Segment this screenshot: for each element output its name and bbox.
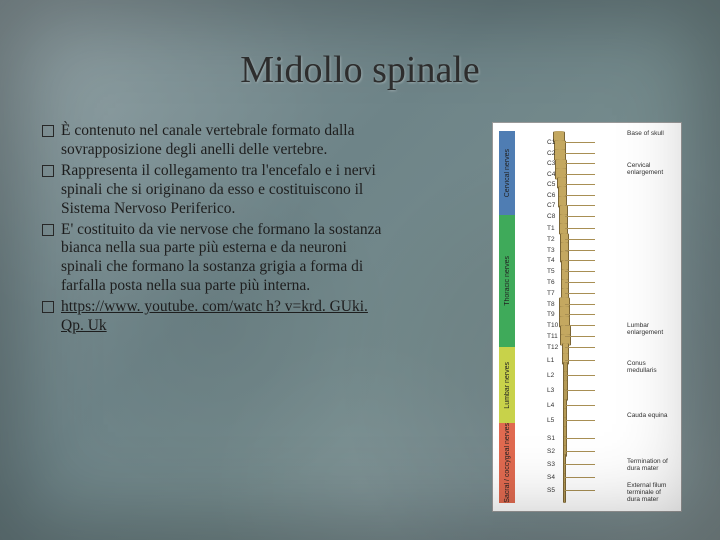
nerve-line <box>565 216 595 217</box>
region-bar: Sacral / coccygeal nerves <box>499 423 515 503</box>
nerve-line <box>565 250 595 251</box>
square-bullet-icon <box>42 224 54 236</box>
vertebra-label: L2 <box>547 372 554 379</box>
nerve-line <box>565 438 595 439</box>
list-item: Rappresenta il collegamento tra l'encefa… <box>42 162 382 219</box>
vertebra-label: L1 <box>547 357 554 364</box>
nerve-line <box>565 153 595 154</box>
vertebra-label: S2 <box>547 448 555 455</box>
region-label: Sacral / coccygeal nerves <box>504 423 511 503</box>
vertebra-label: T10 <box>547 322 558 329</box>
nerve-line <box>565 360 595 361</box>
region-label: Thoracic nerves <box>504 256 511 306</box>
nerve-line <box>565 293 595 294</box>
vertebra-label: L3 <box>547 387 554 394</box>
nerve-line <box>565 260 595 261</box>
anatomy-callout: Lumbarenlargement <box>627 323 683 337</box>
anatomy-callout: Base of skull <box>627 131 683 138</box>
region-label: Lumbar nerves <box>504 362 511 409</box>
vertebra-label: S4 <box>547 474 555 481</box>
nerve-line <box>565 174 595 175</box>
vertebra-label: T11 <box>547 333 558 340</box>
cord-segment <box>563 491 566 503</box>
nerve-line <box>565 375 595 376</box>
anatomy-callout: Conusmedullaris <box>627 361 683 375</box>
video-link[interactable]: https://www. youtube. com/watc h? v=krd.… <box>61 298 382 336</box>
region-bar: Lumbar nerves <box>499 347 515 423</box>
nerve-line <box>565 163 595 164</box>
vertebra-label: S5 <box>547 487 555 494</box>
anatomy-callout: Termination ofdura mater <box>627 459 683 473</box>
region-bar: Thoracic nerves <box>499 215 515 347</box>
vertebra-label: T9 <box>547 311 555 318</box>
spine-column: C1 C2 C3 C4 C5 C6 C7 C8 T1 T2 T3 T4 T5 T6 T7 T8 T9 T10 T11… <box>521 131 601 501</box>
vertebra-label: C1 <box>547 139 555 146</box>
nerve-line <box>565 304 595 305</box>
nerve-line <box>565 205 595 206</box>
list-item: È contenuto nel canale vertebrale format… <box>42 122 382 160</box>
nerve-line <box>565 336 595 337</box>
square-bullet-icon <box>42 301 54 313</box>
vertebra-label: T6 <box>547 279 555 286</box>
vertebra-label: T1 <box>547 225 555 232</box>
vertebra-label: T3 <box>547 247 555 254</box>
nerve-line <box>565 347 595 348</box>
bullet-text: E' costituito da vie nervose che formano… <box>61 221 382 297</box>
vertebra-label: C6 <box>547 192 555 199</box>
vertebra-label: L5 <box>547 417 554 424</box>
square-bullet-icon <box>42 125 54 137</box>
vertebra-label: T8 <box>547 301 555 308</box>
anatomy-callout: External filumterminale ofdura mater <box>627 483 683 503</box>
vertebra-label: T12 <box>547 344 558 351</box>
nerve-line <box>565 490 595 491</box>
nerve-line <box>565 195 595 196</box>
vertebra-label: C4 <box>547 171 555 178</box>
anatomy-callout: Cauda equina <box>627 413 683 420</box>
bullet-list: È contenuto nel canale vertebrale format… <box>42 122 382 338</box>
nerve-line <box>565 390 595 391</box>
vertebra-label: S1 <box>547 435 555 442</box>
slide-title: Midollo spinale <box>0 48 720 92</box>
list-item: https://www. youtube. com/watc h? v=krd.… <box>42 298 382 336</box>
vertebra-label: T7 <box>547 290 555 297</box>
vertebra-label: C7 <box>547 202 555 209</box>
bullet-text: Rappresenta il collegamento tra l'encefa… <box>61 162 382 219</box>
vertebra-label: S3 <box>547 461 555 468</box>
nerve-line <box>565 420 595 421</box>
vertebra-label: T2 <box>547 236 555 243</box>
nerve-line <box>565 325 595 326</box>
nerve-line <box>565 405 595 406</box>
square-bullet-icon <box>42 165 54 177</box>
list-item: E' costituito da vie nervose che formano… <box>42 221 382 297</box>
nerve-line <box>565 282 595 283</box>
nerve-line <box>565 271 595 272</box>
nerve-line <box>565 451 595 452</box>
nerve-line <box>565 239 595 240</box>
vertebra-label: L4 <box>547 402 554 409</box>
region-bar: Cervical nerves <box>499 131 515 215</box>
vertebra-label: T5 <box>547 268 555 275</box>
nerve-line <box>565 184 595 185</box>
nerve-line <box>565 228 595 229</box>
vertebra-label: C2 <box>547 150 555 157</box>
spinal-cord-diagram: Cervical nerves Thoracic nerves Lumbar ner… <box>492 122 682 512</box>
nerve-line <box>565 477 595 478</box>
vertebra-label: T4 <box>547 257 555 264</box>
vertebra-label: C3 <box>547 160 555 167</box>
anatomy-callout: Cervicalenlargement <box>627 163 683 177</box>
nerve-line <box>565 314 595 315</box>
vertebra-label: C8 <box>547 213 555 220</box>
vertebra-label: C5 <box>547 181 555 188</box>
region-label: Cervical nerves <box>504 149 511 197</box>
nerve-line <box>565 142 595 143</box>
nerve-line <box>565 464 595 465</box>
bullet-text: È contenuto nel canale vertebrale format… <box>61 122 382 160</box>
